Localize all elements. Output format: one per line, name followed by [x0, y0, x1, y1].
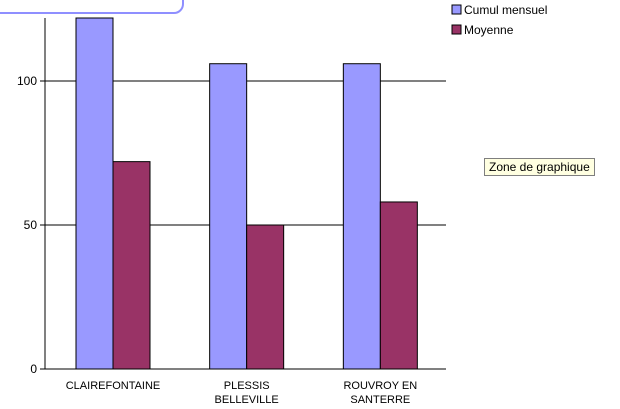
bar-cumul: [343, 64, 380, 369]
y-tick-labels: 0 50 100: [17, 74, 37, 376]
legend-swatch: [452, 5, 461, 14]
bar-moyenne: [380, 202, 417, 369]
x-category-label: ROUVROY EN SANTERRE: [343, 380, 417, 406]
x-category-label: PLESSIS BELLEVILLE: [215, 380, 279, 406]
bars: [76, 18, 417, 369]
bar-moyenne: [247, 225, 284, 369]
bar-cumul: [210, 64, 247, 369]
x-category-labels: CLAIREFONTAINE PLESSIS BELLEVILLE ROUVROY E…: [66, 380, 418, 406]
legend: Cumul mensuel Moyenne: [452, 3, 547, 37]
y-tick-label: 50: [24, 218, 38, 232]
y-tick-label: 100: [17, 74, 37, 88]
legend-swatch: [452, 25, 461, 34]
legend-label: Cumul mensuel: [464, 3, 547, 17]
legend-label: Moyenne: [464, 23, 514, 37]
bar-cumul: [76, 18, 113, 369]
x-category-label: CLAIREFONTAINE: [66, 380, 161, 392]
chart-area-tooltip: Zone de graphique: [484, 158, 595, 176]
bar-moyenne: [113, 162, 150, 369]
y-tick-label: 0: [30, 362, 37, 376]
